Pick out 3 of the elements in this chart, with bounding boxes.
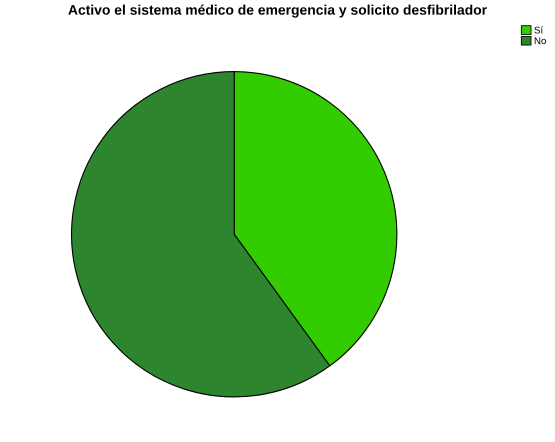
legend-label: Sí — [534, 26, 544, 34]
legend-label: No — [534, 37, 546, 44]
chart-title: Activo el sistema médico de emergencia y solicito desfibrilador — [68, 4, 487, 18]
